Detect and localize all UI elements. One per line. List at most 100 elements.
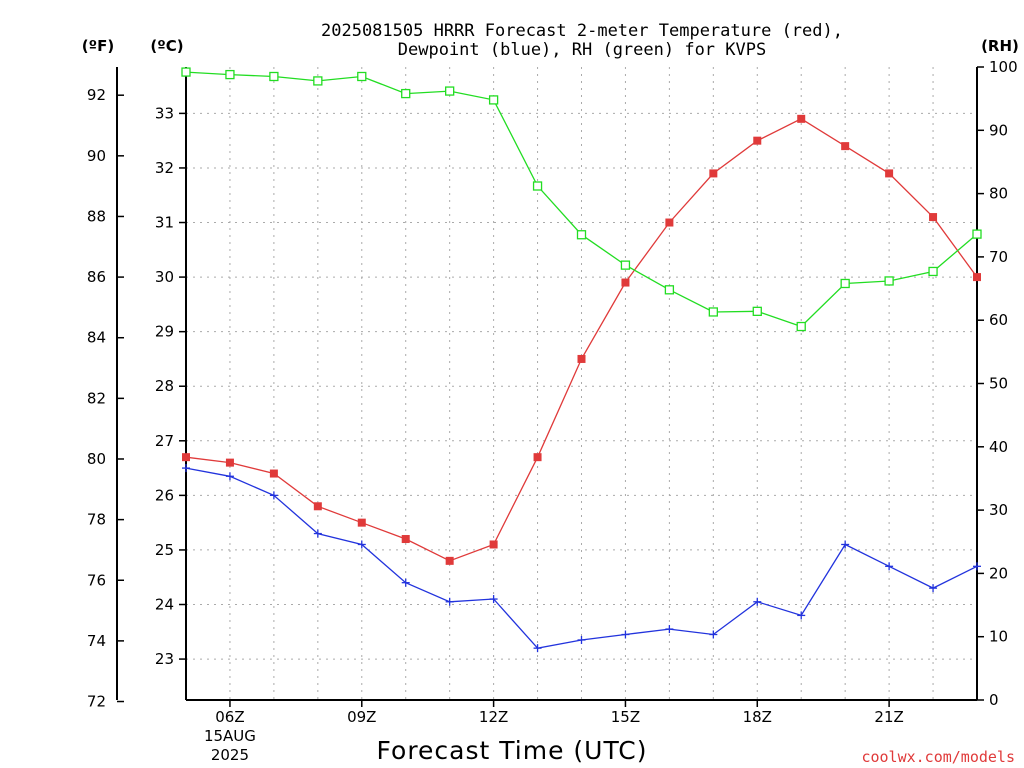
rh-point [225, 69, 235, 80]
temperature-point [973, 273, 981, 282]
dewpoint-point [709, 630, 718, 639]
fahrenheit-tick-label: 86 [87, 268, 106, 286]
dewpoint-point [973, 562, 981, 571]
rh-point [313, 76, 323, 86]
temperature-point [313, 502, 322, 511]
rh-point [488, 95, 499, 105]
temperature-series [182, 114, 981, 565]
x-tick-date-label: 15AUG [204, 727, 256, 745]
fahrenheit-tick-label: 84 [87, 329, 106, 347]
credit-text: coolwx.com/models [861, 748, 1015, 766]
fahrenheit-tick-label: 78 [87, 511, 106, 529]
rh-tick-label: 100 [989, 58, 1018, 76]
dewpoint-point [357, 540, 366, 549]
temperature-point [709, 169, 718, 178]
rh-point [532, 181, 543, 191]
rh-tick-label: 30 [989, 501, 1008, 519]
temperature-point [621, 278, 630, 287]
rh-tick-label: 70 [989, 248, 1008, 266]
dewpoint-point [797, 611, 806, 620]
rh-tick-label: 50 [989, 375, 1008, 393]
dewpoint-point [489, 595, 498, 604]
celsius-tick-label: 30 [155, 268, 174, 286]
fahrenheit-axis-unit: (ºF) [82, 37, 114, 55]
dewpoint-point [401, 578, 410, 587]
rh-tick-label: 0 [989, 691, 999, 709]
celsius-tick-label: 29 [155, 323, 174, 341]
rh-axis-unit: (RH) [981, 37, 1019, 55]
chart-title-line2: Dewpoint (blue), RH (green) for KVPS [398, 40, 766, 60]
rh-point [620, 260, 631, 270]
x-tick-label: 15Z [611, 708, 640, 726]
temperature-point [753, 136, 762, 145]
rh-point [972, 229, 982, 239]
chart-title-line1: 2025081505 HRRR Forecast 2-meter Tempera… [321, 21, 843, 41]
x-tick-year-label: 2025 [211, 746, 249, 764]
dewpoint-point [445, 597, 454, 606]
dewpoint-point [621, 630, 630, 639]
celsius-tick-label: 26 [155, 486, 174, 504]
rh-tick-label: 90 [989, 121, 1008, 139]
rh-tick-label: 40 [989, 438, 1008, 456]
dewpoint-point [182, 464, 190, 473]
dewpoint-point [841, 540, 850, 549]
celsius-tick-label: 31 [155, 214, 174, 232]
x-tick-label: 21Z [874, 708, 903, 726]
fahrenheit-tick-label: 80 [87, 450, 106, 468]
rh-tick-label: 80 [989, 185, 1008, 203]
rh-tick-label: 60 [989, 311, 1008, 329]
temperature-point [225, 458, 234, 467]
celsius-tick-label: 23 [155, 650, 174, 668]
fahrenheit-tick-label: 92 [87, 86, 106, 104]
rh-point [576, 230, 587, 240]
rh-point [752, 306, 762, 316]
dewpoint-point [577, 635, 586, 644]
rh-point [664, 285, 675, 295]
tick-labels: 72 74 76 78 80 82 84 86 88 90 92 23 24 25 26 27 28 29 30 31… [87, 58, 1018, 764]
dewpoint-point [225, 472, 234, 481]
celsius-tick-label: 32 [155, 159, 174, 177]
temperature-point [182, 453, 190, 462]
rh-point [884, 276, 894, 286]
dewpoint-series [182, 464, 981, 653]
temperature-point [489, 540, 498, 549]
rh-point [269, 71, 279, 82]
temperature-point [533, 453, 542, 462]
fahrenheit-tick-label: 90 [87, 147, 106, 165]
temperature-point [269, 469, 278, 478]
fahrenheit-tick-label: 88 [87, 207, 106, 225]
celsius-tick-label: 25 [155, 541, 174, 559]
dewpoint-point [753, 597, 762, 606]
temperature-point [841, 142, 850, 151]
celsius-tick-label: 27 [155, 432, 174, 450]
rh-point [928, 266, 938, 277]
rh-tick-label: 20 [989, 564, 1008, 582]
chart-axes [116, 66, 984, 707]
temperature-point [665, 218, 674, 227]
temperature-point [577, 354, 586, 363]
temperature-point [357, 518, 366, 527]
fahrenheit-tick-label: 74 [87, 632, 106, 650]
fahrenheit-tick-label: 76 [87, 571, 106, 589]
rh-point [840, 278, 850, 289]
dewpoint-point [665, 625, 674, 634]
temperature-point [885, 169, 894, 178]
celsius-tick-label: 33 [155, 104, 174, 122]
x-tick-label: 09Z [347, 708, 376, 726]
temperature-point [797, 114, 806, 123]
x-tick-label: 12Z [479, 708, 508, 726]
fahrenheit-tick-label: 82 [87, 389, 106, 407]
rh-point [708, 307, 718, 317]
fahrenheit-tick-label: 72 [87, 693, 106, 711]
x-axis-label: Forecast Time (UTC) [377, 736, 648, 765]
dewpoint-point [929, 584, 938, 593]
dewpoint-point [533, 644, 542, 653]
x-tick-label: 06Z [215, 708, 244, 726]
dewpoint-point [313, 529, 322, 538]
rh-point [401, 88, 411, 99]
celsius-axis-unit: (ºC) [150, 37, 183, 55]
temperature-point [445, 556, 454, 565]
rh-tick-label: 10 [989, 628, 1008, 646]
rh-point [796, 321, 806, 332]
